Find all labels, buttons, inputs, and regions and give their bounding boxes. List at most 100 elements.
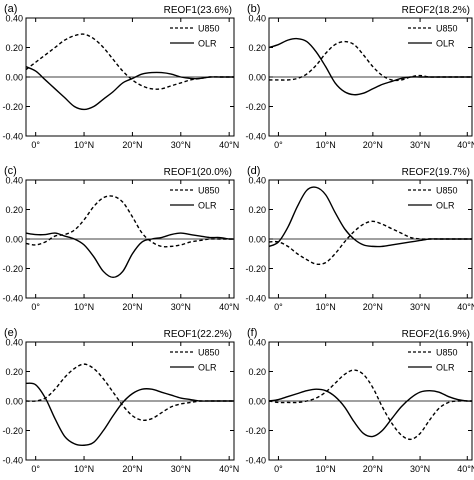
legend-label-u850: U850 (198, 348, 220, 358)
y-tick-label: 0.40 (248, 338, 266, 348)
x-tick-label: 0° (31, 464, 40, 474)
panel-5: (e) REOF1(22.2%) 0.40 0.20 0.00 -0.20 -0.40 0° 1… (2, 327, 239, 474)
x-tick-label: 20°N (122, 464, 142, 474)
panel-title: REOF2(18.2%) (402, 5, 470, 16)
x-tick-label: 10°N (74, 140, 94, 150)
panel-label: (a) (4, 3, 17, 15)
x-tick-label: 30°N (171, 140, 191, 150)
series-line-u850 (268, 220, 472, 265)
y-tick-label: 0.20 (248, 367, 266, 377)
y-tick-label: -0.40 (245, 456, 266, 466)
legend-label-olr: OLR (198, 363, 217, 373)
x-tick-label: 30°N (171, 302, 191, 312)
x-tick-label: 40°N (457, 302, 474, 312)
y-tick-label: 0.00 (5, 397, 23, 407)
x-tick-label: 20°N (363, 140, 383, 150)
y-tick-label: -0.20 (2, 426, 23, 436)
series-line-olr (25, 382, 234, 447)
legend-label-u850: U850 (198, 186, 220, 196)
legend-label-u850: U850 (198, 24, 220, 34)
x-tick-label: 20°N (122, 302, 142, 312)
y-tick-label: 0.00 (248, 73, 266, 83)
x-tick-label: 10°N (316, 464, 336, 474)
x-tick-label: 10°N (74, 302, 94, 312)
panel-label: (b) (247, 3, 260, 15)
x-tick-label: 30°N (410, 464, 430, 474)
legend-label-u850: U850 (436, 348, 458, 358)
panel-2: (b) REOF2(18.2%) 0.40 0.20 0.00 -0.20 -0.40 0° 1… (245, 3, 474, 150)
legend-label-olr: OLR (436, 39, 455, 49)
y-tick-label: -0.20 (2, 102, 23, 112)
x-tick-label: 30°N (171, 464, 191, 474)
y-tick-label: 0.40 (248, 176, 266, 186)
panel-3: (c) REOF1(20.0%) 0.40 0.20 0.00 -0.20 -0.40 0° 1… (2, 165, 239, 312)
x-tick-label: 40°N (457, 140, 474, 150)
panel-label: (d) (247, 165, 260, 177)
y-tick-label: 0.40 (248, 14, 266, 24)
panel-4: (d) REOF2(19.7%) 0.40 0.20 0.00 -0.20 -0.40 0° 1… (245, 165, 474, 312)
x-tick-label: 10°N (316, 302, 336, 312)
x-tick-label: 10°N (74, 464, 94, 474)
panel-6: (f) REOF2(16.9%) 0.40 0.20 0.00 -0.20 -0.40 0° 1… (245, 327, 474, 474)
x-tick-label: 30°N (410, 302, 430, 312)
series-line-u850 (268, 369, 472, 441)
panel-title: REOF1(22.2%) (164, 329, 232, 340)
series-line-olr (268, 37, 472, 96)
x-tick-label: 0° (274, 302, 283, 312)
y-tick-label: 0.20 (248, 43, 266, 53)
panel-title: REOF2(16.9%) (402, 329, 470, 340)
x-tick-label: 20°N (122, 140, 142, 150)
panel-1: (a) REOF1(23.6%) 0.40 0.20 0.00 -0.20 -0.40 0° 1… (2, 3, 239, 150)
series-line-olr (25, 232, 235, 279)
y-tick-label: -0.20 (245, 264, 266, 274)
y-tick-label: 0.20 (248, 205, 266, 215)
y-tick-label: 0.20 (5, 367, 23, 377)
series-line-u850 (269, 40, 472, 82)
y-tick-label: -0.40 (245, 294, 266, 304)
legend-label-olr: OLR (198, 201, 217, 211)
legend-label-u850: U850 (436, 24, 458, 34)
panel-label: (e) (4, 327, 17, 339)
series-line-olr (268, 388, 473, 438)
legend-label-olr: OLR (436, 201, 455, 211)
y-tick-label: -0.20 (245, 102, 266, 112)
x-tick-label: 20°N (363, 302, 383, 312)
x-tick-label: 40°N (219, 464, 239, 474)
y-tick-label: 0.40 (5, 14, 23, 24)
x-tick-label: 40°N (219, 302, 239, 312)
y-tick-label: -0.40 (2, 132, 23, 142)
legend-label-olr: OLR (436, 363, 455, 373)
panel-title: REOF2(19.7%) (402, 167, 470, 178)
panel-label: (c) (4, 165, 17, 177)
x-tick-label: 40°N (219, 140, 239, 150)
legend-label-u850: U850 (436, 186, 458, 196)
x-tick-label: 40°N (457, 464, 474, 474)
x-tick-label: 0° (274, 140, 283, 150)
x-tick-label: 0° (274, 464, 283, 474)
y-tick-label: -0.40 (2, 456, 23, 466)
panel-title: REOF1(20.0%) (164, 167, 232, 178)
legend-label-olr: OLR (198, 39, 217, 49)
y-tick-label: 0.00 (248, 397, 266, 407)
x-tick-label: 0° (31, 302, 40, 312)
x-tick-label: 10°N (316, 140, 336, 150)
y-tick-label: 0.00 (248, 235, 266, 245)
x-tick-label: 0° (31, 140, 40, 150)
y-tick-label: 0.20 (5, 205, 23, 215)
y-tick-label: 0.40 (5, 176, 23, 186)
y-tick-label: -0.20 (245, 426, 266, 436)
y-tick-label: 0.40 (5, 338, 23, 348)
y-tick-label: -0.40 (245, 132, 266, 142)
series-line-olr (268, 186, 472, 248)
series-line-u850 (25, 363, 234, 422)
x-tick-label: 20°N (363, 464, 383, 474)
y-tick-label: 0.20 (5, 43, 23, 53)
x-tick-label: 30°N (410, 140, 430, 150)
y-tick-label: -0.40 (2, 294, 23, 304)
y-tick-label: -0.20 (2, 264, 23, 274)
y-tick-label: 0.00 (5, 73, 23, 83)
series-line-olr (25, 66, 234, 111)
panel-label: (f) (247, 327, 257, 339)
